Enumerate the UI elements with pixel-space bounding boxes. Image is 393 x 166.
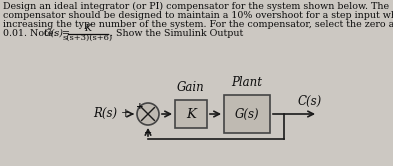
Text: compensator should be designed to maintain a 10% overshoot for a step input whil: compensator should be designed to mainta…: [3, 11, 393, 20]
Text: Design an ideal integrator (or PI) compensator for the system shown below. The: Design an ideal integrator (or PI) compe…: [3, 2, 389, 11]
Bar: [175, 100, 207, 128]
Text: +: +: [136, 102, 144, 111]
Text: K: K: [186, 108, 196, 121]
Text: K: K: [84, 24, 92, 33]
Text: G(s): G(s): [44, 29, 64, 38]
Text: Plant: Plant: [231, 76, 263, 89]
Text: R(s) +: R(s) +: [93, 107, 131, 120]
Circle shape: [137, 103, 159, 125]
Text: G(s): G(s): [235, 108, 259, 121]
Text: 0.01. Note:: 0.01. Note:: [3, 29, 60, 38]
Text: increasing the type number of the system. For the compensator, select the zero a: increasing the type number of the system…: [3, 20, 393, 29]
Text: Gain: Gain: [177, 81, 205, 94]
Text: =: =: [59, 29, 73, 38]
Text: −: −: [144, 128, 152, 138]
Text: C(s): C(s): [298, 95, 322, 108]
Text: s(s+3)(s+6): s(s+3)(s+6): [63, 34, 113, 42]
Text: . Show the Simulink Output: . Show the Simulink Output: [110, 29, 243, 38]
Bar: [224, 95, 270, 133]
